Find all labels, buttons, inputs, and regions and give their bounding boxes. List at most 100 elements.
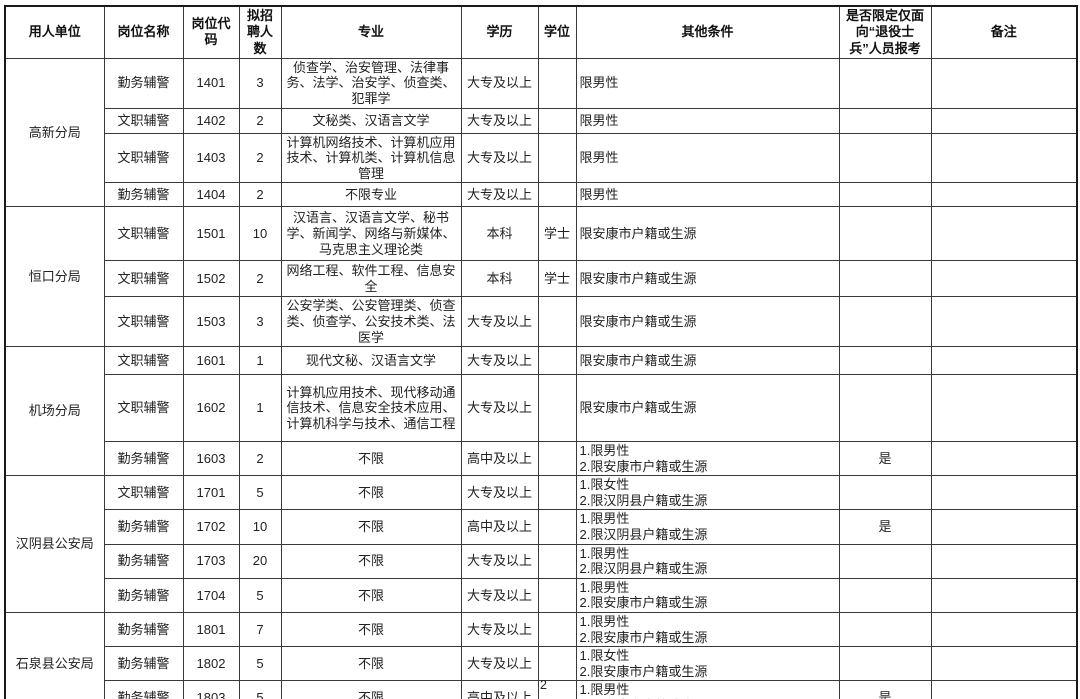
- cell-veteran: [838, 612, 932, 648]
- unit-cell: 石泉县公安局: [4, 612, 105, 699]
- cell-education: 大专及以上: [460, 475, 539, 511]
- table-row: 高新分局 勤务辅警 1401 3 侦查学、治安管理、法律事务、法学、治安学、侦查类、犯罪…: [4, 57, 1078, 208]
- column-header-position-1: 岗位名称: [103, 5, 184, 59]
- cell-veteran: [838, 543, 932, 579]
- cell-other: 1.限男性 2.限汉阴县户籍或生源: [575, 509, 840, 545]
- cell-degree: [537, 577, 577, 614]
- table-row: 恒口分局 文职辅警 1501 10 汉语言、汉语言文学、秘书学、新闻学、网络与新媒体、马…: [4, 206, 1078, 348]
- cell-other: 1.限女性 2.限安康市户籍或生源: [575, 646, 840, 682]
- column-header-other-7: 其他条件: [575, 5, 840, 59]
- table-row: 勤务辅警 1703 20 不限 大专及以上 1.限男性 2.限汉阴县户籍或生源: [5, 543, 1078, 579]
- cell-education: 本科: [460, 260, 539, 298]
- column-header-code-2: 岗位代码: [182, 5, 240, 59]
- cell-major: 不限: [280, 646, 462, 682]
- cell-remark: [930, 577, 1078, 614]
- cell-veteran: [838, 57, 932, 109]
- cell-major: 不限: [280, 543, 462, 579]
- table-row: 勤务辅警 1603 2 不限 高中及以上 1.限男性 2.限安康市户籍或生源是: [5, 441, 1078, 477]
- table-row: 汉阴县公安局 文职辅警 1701 5 不限 大专及以上 1.限女性 2.限汉阴县户籍或生源: [4, 475, 1078, 614]
- cell-position: 文职辅警: [103, 346, 184, 376]
- cell-remark: [930, 441, 1078, 477]
- cell-code: 1704: [182, 577, 240, 614]
- recruitment-table: 用人单位 岗位名称 岗位代码 拟招聘人数 专业 学历 学位 其他条件 是否限定仅面向“退役士兵”…: [4, 5, 1078, 699]
- cell-major: 侦查学、治安管理、法律事务、法学、治安学、侦查类、犯罪学: [280, 57, 462, 109]
- cell-degree: [537, 509, 577, 545]
- cell-degree: [537, 612, 577, 648]
- cell-major: 计算机应用技术、现代移动通信技术、信息安全技术应用、计算机科学与技术、通信工程: [280, 374, 462, 443]
- cell-position: 文职辅警: [103, 374, 184, 443]
- cell-major: 不限: [280, 441, 462, 477]
- cell-code: 1402: [182, 107, 240, 134]
- cell-major: 不限: [280, 475, 462, 511]
- cell-position: 文职辅警: [103, 132, 184, 184]
- cell-veteran: 是: [838, 509, 932, 545]
- cell-count: 7: [238, 612, 282, 648]
- cell-major: 不限: [280, 509, 462, 545]
- cell-position: 勤务辅警: [103, 612, 184, 648]
- cell-count: 5: [238, 577, 282, 614]
- cell-education: 大专及以上: [460, 57, 539, 109]
- cell-education: 本科: [460, 206, 539, 262]
- cell-count: 3: [238, 57, 282, 109]
- cell-position: 勤务辅警: [103, 509, 184, 545]
- table-row: 文职辅警 1402 2 文秘类、汉语言文学 大专及以上 限男性: [5, 107, 1078, 134]
- cell-code: 1401: [182, 57, 240, 109]
- cell-major: 不限: [280, 680, 462, 699]
- table-row: 勤务辅警 1802 5 不限 大专及以上 1.限女性 2.限安康市户籍或生源: [5, 646, 1078, 682]
- cell-education: 大专及以上: [460, 296, 539, 348]
- cell-education: 高中及以上: [460, 441, 539, 477]
- table-row: 文职辅警 1602 1 计算机应用技术、现代移动通信技术、信息安全技术应用、计算机科学…: [5, 374, 1078, 443]
- column-header-veteran-8: 是否限定仅面向“退役士兵”人员报考: [838, 5, 932, 59]
- cell-degree: 学士: [537, 260, 577, 298]
- table-row: 文职辅警 1502 2 网络工程、软件工程、信息安全 本科 学士 限安康市户籍或生源: [5, 260, 1078, 298]
- cell-education: 大专及以上: [460, 182, 539, 208]
- cell-count: 2: [238, 182, 282, 208]
- cell-veteran: [838, 107, 932, 134]
- table-header: 用人单位 岗位名称 岗位代码 拟招聘人数 专业 学历 学位 其他条件 是否限定仅面向“退役士兵”…: [4, 5, 1078, 59]
- cell-other: 限男性: [575, 107, 840, 134]
- unit-cell: 机场分局: [4, 346, 105, 477]
- cell-position: 勤务辅警: [103, 57, 184, 109]
- cell-major: 不限: [280, 612, 462, 648]
- cell-code: 1404: [182, 182, 240, 208]
- cell-veteran: [838, 260, 932, 298]
- cell-other: 1.限男性 2.限安康市户籍或生源: [575, 577, 840, 614]
- page-number: 2: [540, 678, 547, 692]
- cell-education: 大专及以上: [460, 612, 539, 648]
- cell-education: 大专及以上: [460, 577, 539, 614]
- cell-count: 2: [238, 132, 282, 184]
- cell-remark: [930, 57, 1078, 109]
- cell-veteran: [838, 182, 932, 208]
- cell-position: 文职辅警: [103, 206, 184, 262]
- cell-position: 文职辅警: [103, 107, 184, 134]
- recruitment-table-wrap: 用人单位 岗位名称 岗位代码 拟招聘人数 专业 学历 学位 其他条件 是否限定仅面向“退役士兵”…: [4, 5, 1078, 699]
- cell-other: 1.限女性 2.限汉阴县户籍或生源: [575, 475, 840, 511]
- cell-veteran: [838, 646, 932, 682]
- cell-remark: [930, 296, 1078, 348]
- cell-other: 限男性: [575, 57, 840, 109]
- cell-count: 1: [238, 346, 282, 376]
- cell-degree: [537, 296, 577, 348]
- cell-education: 大专及以上: [460, 132, 539, 184]
- table-row: 勤务辅警 1404 2 不限专业 大专及以上 限男性: [5, 182, 1078, 208]
- cell-degree: [537, 107, 577, 134]
- cell-degree: 学士: [537, 206, 577, 262]
- table-row: 文职辅警 1503 3 公安学类、公安管理类、侦查类、侦查学、公安技术类、法医学 大专及…: [5, 296, 1078, 348]
- table-row: 机场分局 文职辅警 1601 1 现代文秘、汉语言文学 大专及以上 限安康市户籍或生源: [4, 346, 1078, 477]
- cell-remark: [930, 612, 1078, 648]
- cell-other: 限安康市户籍或生源: [575, 260, 840, 298]
- cell-remark: [930, 132, 1078, 184]
- cell-other: 1.限男性 2.限安康市户籍或生源: [575, 612, 840, 648]
- cell-count: 5: [238, 646, 282, 682]
- cell-count: 20: [238, 543, 282, 579]
- cell-code: 1403: [182, 132, 240, 184]
- cell-other: 1.限男性 2.限安康市户籍或生源: [575, 441, 840, 477]
- cell-major: 不限专业: [280, 182, 462, 208]
- cell-degree: [537, 182, 577, 208]
- cell-other: 限安康市户籍或生源: [575, 346, 840, 376]
- cell-veteran: [838, 206, 932, 262]
- cell-major: 网络工程、软件工程、信息安全: [280, 260, 462, 298]
- unit-cell: 高新分局: [4, 57, 105, 208]
- cell-code: 1802: [182, 646, 240, 682]
- cell-degree: [537, 132, 577, 184]
